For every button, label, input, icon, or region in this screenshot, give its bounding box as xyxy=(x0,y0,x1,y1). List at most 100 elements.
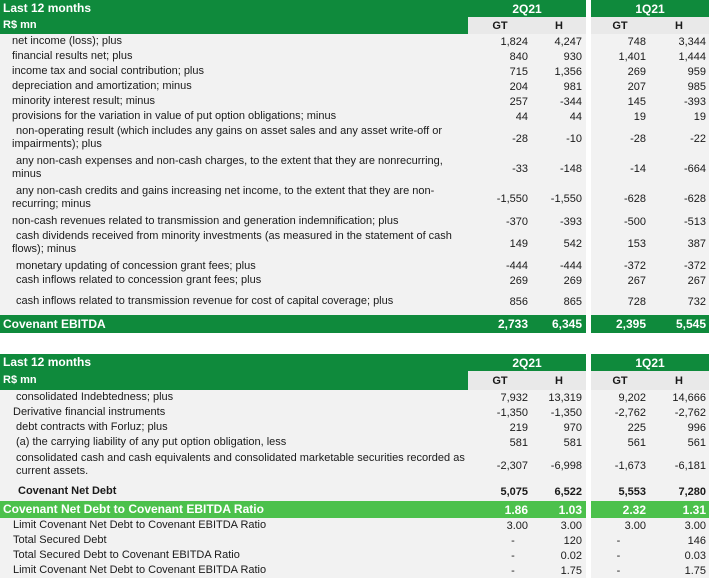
column-gap xyxy=(586,273,591,288)
cell-1q21-gt: 9,202 xyxy=(591,390,649,405)
cell-2q21-gt: 1.86 xyxy=(468,501,532,518)
cell-2q21-h: 581 xyxy=(532,435,586,450)
cell-2q21-h: 1.75 xyxy=(532,563,586,578)
row-label: cash dividends received from minority in… xyxy=(0,229,468,259)
cell-2q21-h: -10 xyxy=(532,124,586,154)
cell-1q21-h: 267 xyxy=(649,273,709,288)
cell-2q21-h: 120 xyxy=(532,533,586,548)
cell-1q21-gt: 145 xyxy=(591,94,649,109)
cell-2q21-gt: 7,932 xyxy=(468,390,532,405)
cell-1q21-gt: 2.32 xyxy=(591,501,649,518)
cell-2q21-gt: -1,550 xyxy=(468,184,532,214)
column-gap xyxy=(586,0,591,17)
table-row: cash dividends received from minority in… xyxy=(0,229,709,259)
cell-1q21-gt: 153 xyxy=(591,229,649,259)
table-row: non-cash revenues related to transmissio… xyxy=(0,214,709,229)
column-gap xyxy=(586,315,591,333)
cell-2q21-gt: 257 xyxy=(468,94,532,109)
row-label: Total Secured Debt to Covenant EBITDA Ra… xyxy=(0,548,468,563)
row-label: minority interest result; minus xyxy=(0,94,468,109)
period-header-1q21: 1Q21 xyxy=(591,0,709,17)
cell-1q21-gt: 269 xyxy=(591,64,649,79)
col-gt-header: GT xyxy=(468,371,532,390)
cell-1q21-gt: 561 xyxy=(591,435,649,450)
column-gap xyxy=(586,259,591,273)
row-label: Limit Covenant Net Debt to Covenant EBIT… xyxy=(0,563,468,578)
cell-2q21-h: -444 xyxy=(532,259,586,273)
cell-2q21-h: 542 xyxy=(532,229,586,259)
table-row: minority interest result; minus 257 -344… xyxy=(0,94,709,109)
cell-2q21-gt: 581 xyxy=(468,435,532,450)
row-label: net income (loss); plus xyxy=(0,34,468,49)
cell-1q21-gt: -1,673 xyxy=(591,450,649,482)
cell-1q21-gt: -372 xyxy=(591,259,649,273)
column-gap xyxy=(586,79,591,94)
cell-2q21-gt: -370 xyxy=(468,214,532,229)
cell-1q21-gt: - xyxy=(591,563,649,578)
cell-2q21-gt: -33 xyxy=(468,154,532,184)
column-gap xyxy=(586,435,591,450)
cell-2q21-gt: - xyxy=(468,533,532,548)
row-label: Derivative financial instruments xyxy=(0,405,468,420)
column-gap xyxy=(586,548,591,563)
cell-1q21-gt: -500 xyxy=(591,214,649,229)
col-gt-header: GT xyxy=(591,17,649,34)
table-row: consolidated Indebtedness; plus 7,932 13… xyxy=(0,390,709,405)
table-row: cash inflows related to transmission rev… xyxy=(0,288,709,315)
cell-1q21-h: 3,344 xyxy=(649,34,709,49)
table-row: net income (loss); plus 1,824 4,247 748 … xyxy=(0,34,709,49)
column-gap xyxy=(586,405,591,420)
col-h-header: H xyxy=(649,371,709,390)
cell-1q21-gt: 5,553 xyxy=(591,482,649,501)
column-gap xyxy=(586,390,591,405)
covenant-ratio-row: Covenant Net Debt to Covenant EBITDA Rat… xyxy=(0,501,709,518)
cell-1q21-h: 1,444 xyxy=(649,49,709,64)
column-gap xyxy=(586,34,591,49)
cell-2q21-h: -148 xyxy=(532,154,586,184)
cell-1q21-h: 3.00 xyxy=(649,518,709,533)
row-label: monetary updating of concession grant fe… xyxy=(0,259,468,273)
covenant-ebitda-total-row: Covenant EBITDA 2,733 6,345 2,395 5,545 xyxy=(0,315,709,333)
cell-2q21-gt: 840 xyxy=(468,49,532,64)
cell-1q21-h: 0.03 xyxy=(649,548,709,563)
cell-1q21-gt: - xyxy=(591,548,649,563)
cell-2q21-h: 1,356 xyxy=(532,64,586,79)
table-row: Total Secured Debt to Covenant EBITDA Ra… xyxy=(0,548,709,563)
cell-1q21-h: -2,762 xyxy=(649,405,709,420)
table-row: consolidated cash and cash equivalents a… xyxy=(0,450,709,482)
cell-2q21-h: -393 xyxy=(532,214,586,229)
row-label: Covenant Net Debt xyxy=(0,482,468,501)
cell-1q21-h: 1.75 xyxy=(649,563,709,578)
row-label: financial results net; plus xyxy=(0,49,468,64)
cell-1q21-h: 1.31 xyxy=(649,501,709,518)
cell-1q21-h: 561 xyxy=(649,435,709,450)
cell-1q21-h: 985 xyxy=(649,79,709,94)
cell-1q21-h: -6,181 xyxy=(649,450,709,482)
row-label: consolidated Indebtedness; plus xyxy=(0,390,468,405)
period-header-2q21: 2Q21 xyxy=(468,354,586,371)
cell-2q21-gt: 5,075 xyxy=(468,482,532,501)
cell-1q21-h: -664 xyxy=(649,154,709,184)
cell-2q21-gt: 2,733 xyxy=(468,315,532,333)
row-label: cash inflows related to transmission rev… xyxy=(0,288,468,315)
cell-2q21-gt: 1,824 xyxy=(468,34,532,49)
column-gap xyxy=(586,482,591,501)
column-gap xyxy=(586,371,591,390)
cell-2q21-h: 4,247 xyxy=(532,34,586,49)
table-row: (a) the carrying liability of any put op… xyxy=(0,435,709,450)
column-gap xyxy=(586,49,591,64)
col-gt-header: GT xyxy=(591,371,649,390)
cell-2q21-h: 269 xyxy=(532,273,586,288)
cell-2q21-gt: 219 xyxy=(468,420,532,435)
column-gap xyxy=(586,533,591,548)
cell-2q21-gt: 44 xyxy=(468,109,532,124)
cell-1q21-gt: 19 xyxy=(591,109,649,124)
cell-2q21-h: 930 xyxy=(532,49,586,64)
table-row: financial results net; plus 840 930 1,40… xyxy=(0,49,709,64)
cell-2q21-gt: 204 xyxy=(468,79,532,94)
cell-1q21-gt: -2,762 xyxy=(591,405,649,420)
row-label: debt contracts with Forluz; plus xyxy=(0,420,468,435)
cell-1q21-gt: -628 xyxy=(591,184,649,214)
cell-1q21-h: 7,280 xyxy=(649,482,709,501)
cell-2q21-h: 6,345 xyxy=(532,315,586,333)
